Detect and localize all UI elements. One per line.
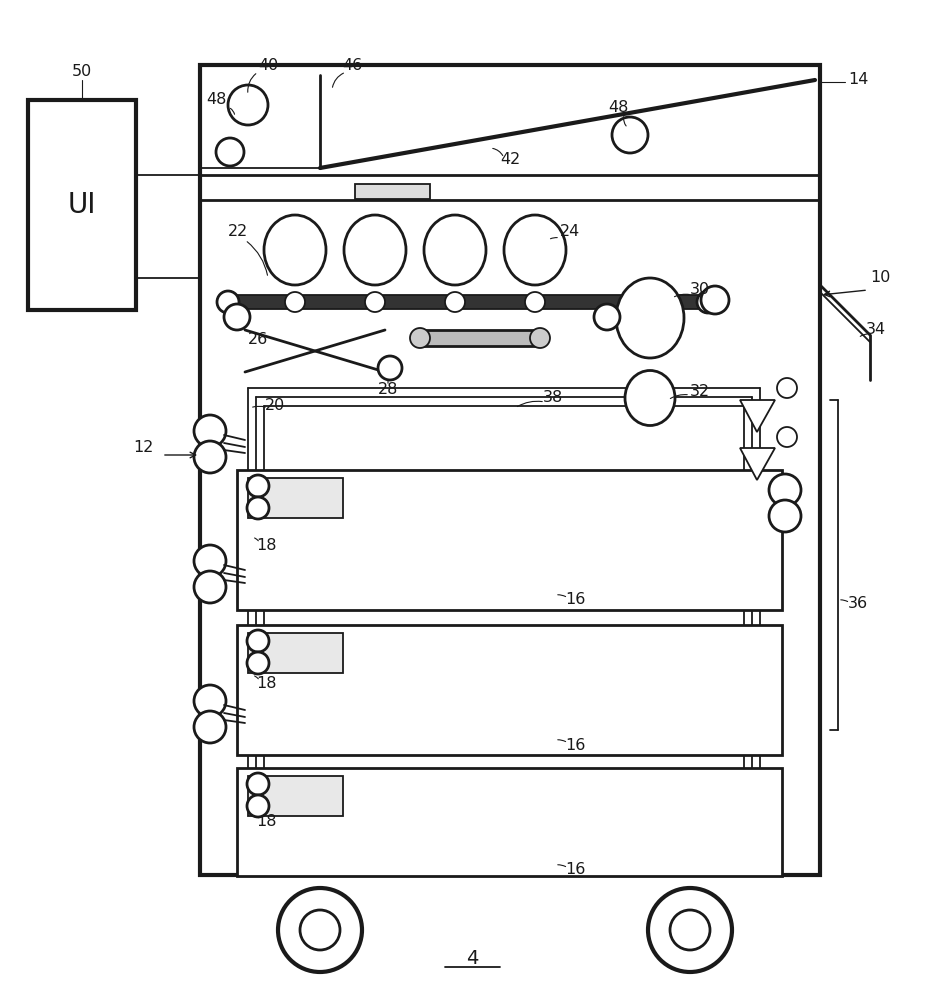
Circle shape [247, 630, 269, 652]
Bar [200, 65, 820, 875]
Bar [248, 478, 343, 518]
Circle shape [247, 773, 269, 795]
Text: 14: 14 [848, 73, 868, 88]
Circle shape [194, 571, 226, 603]
Bar [28, 100, 136, 310]
Circle shape [365, 292, 385, 312]
Text: 40: 40 [258, 57, 278, 73]
Text: 28: 28 [378, 382, 398, 397]
Text: 20: 20 [265, 397, 285, 412]
Text: 22: 22 [228, 225, 248, 239]
Circle shape [228, 85, 268, 125]
Circle shape [525, 292, 545, 312]
Text: 4: 4 [465, 948, 479, 968]
Text: 50: 50 [72, 64, 93, 80]
Circle shape [410, 328, 430, 348]
Text: 18: 18 [256, 814, 277, 830]
Circle shape [278, 888, 362, 972]
Text: 16: 16 [565, 738, 585, 752]
Text: 24: 24 [560, 225, 581, 239]
Circle shape [217, 291, 239, 313]
Text: 12: 12 [133, 440, 153, 456]
Bar [228, 295, 708, 309]
Ellipse shape [504, 215, 566, 285]
Circle shape [247, 497, 269, 519]
Text: 30: 30 [690, 282, 710, 298]
Bar [237, 768, 782, 876]
Circle shape [769, 500, 801, 532]
Circle shape [777, 378, 797, 398]
Text: 16: 16 [565, 862, 585, 878]
Polygon shape [740, 448, 775, 480]
Circle shape [247, 795, 269, 817]
Circle shape [247, 475, 269, 497]
Circle shape [697, 291, 719, 313]
Circle shape [530, 328, 550, 348]
Circle shape [777, 427, 797, 447]
Circle shape [670, 910, 710, 950]
Circle shape [701, 286, 729, 314]
Bar [420, 330, 540, 346]
Circle shape [194, 711, 226, 743]
Polygon shape [740, 400, 775, 432]
Bar [237, 470, 782, 610]
Circle shape [194, 685, 226, 717]
Circle shape [612, 117, 648, 153]
Text: 26: 26 [248, 332, 268, 348]
Circle shape [194, 415, 226, 447]
Text: UI: UI [68, 191, 96, 219]
Ellipse shape [625, 370, 675, 426]
Circle shape [224, 304, 250, 330]
Ellipse shape [616, 278, 684, 358]
Circle shape [247, 652, 269, 674]
Text: 48: 48 [608, 100, 628, 114]
Ellipse shape [264, 215, 326, 285]
Text: 46: 46 [342, 57, 362, 73]
Text: 34: 34 [866, 322, 886, 338]
Bar [248, 776, 343, 816]
Circle shape [769, 474, 801, 506]
Text: 42: 42 [500, 152, 520, 167]
Ellipse shape [424, 215, 486, 285]
Bar [237, 625, 782, 755]
Circle shape [285, 292, 305, 312]
Bar [355, 184, 430, 199]
Text: 38: 38 [543, 390, 564, 406]
Circle shape [445, 292, 465, 312]
Circle shape [216, 138, 244, 166]
Circle shape [194, 441, 226, 473]
Circle shape [194, 545, 226, 577]
Text: 32: 32 [690, 384, 710, 399]
Circle shape [594, 304, 620, 330]
Circle shape [300, 910, 340, 950]
Text: 36: 36 [848, 595, 868, 610]
Text: 10: 10 [869, 270, 890, 286]
Text: 16: 16 [565, 592, 585, 607]
Text: 18: 18 [256, 676, 277, 690]
Circle shape [648, 888, 732, 972]
Text: 48: 48 [206, 93, 227, 107]
Ellipse shape [344, 215, 406, 285]
Circle shape [378, 356, 402, 380]
Bar [248, 633, 343, 673]
Text: 18: 18 [256, 538, 277, 552]
